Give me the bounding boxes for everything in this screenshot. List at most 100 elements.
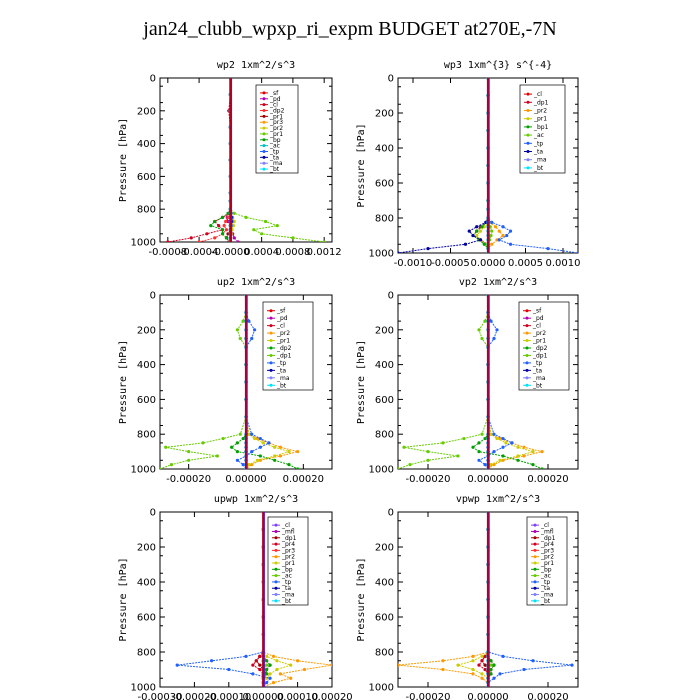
series-point [489,667,493,672]
series-point [210,659,214,663]
legend-marker [525,316,529,320]
panel-title: vpwp 1xm^2/s^3 [456,494,540,505]
x-tick-label: 0.00000 [467,474,508,485]
y-tick-label: 0 [388,508,394,519]
series-point [235,328,239,332]
series-point [213,236,217,240]
series-point [489,663,493,667]
legend-label: _tp [540,579,550,586]
legend-label: _ac [281,573,292,580]
series-point [164,445,168,449]
series-point [531,659,535,663]
x-tick-label: 0.00020 [283,474,324,485]
x-tick-label: 0.0005 [508,258,543,269]
series-point [201,441,205,445]
legend-marker [269,316,273,320]
x-tick-label: -0.0000 [211,247,250,258]
legend-marker [262,150,266,153]
y-tick-label: 800 [375,430,394,441]
legend-label: _dp2 [532,345,548,352]
legend-label: _pd [269,96,281,103]
series-point [489,432,493,436]
x-tick-label: -0.00020 [406,474,451,485]
series-point [501,225,505,229]
legend-label: _ma [269,160,283,167]
series-point [480,659,484,663]
series-point [498,458,502,462]
series-point [232,236,236,240]
y-tick-label: 1000 [131,238,156,249]
series-point [531,450,535,454]
x-tick-label: 0.00020 [311,692,352,700]
series-point [508,229,513,233]
series-point [258,445,262,449]
series-point [508,242,513,246]
legend-marker [526,92,530,96]
y-tick-label: 0 [150,74,156,85]
series-point [189,236,193,240]
series-point [235,441,239,445]
legend-label: _dp2 [269,108,285,115]
series-point [477,450,481,454]
legend-marker [525,376,529,380]
series-point [296,659,300,663]
series-point [576,251,578,253]
series-point [497,229,501,233]
series-point [271,654,276,658]
x-tick-label: 0.00000 [225,474,266,485]
series-point [483,319,487,323]
legend-label: _bp [540,566,552,573]
series-point [477,663,481,667]
panel-1: 02004006008001000-0.0008-0.0004-0.00000.… [118,60,342,258]
legend-label: _pr1 [276,338,290,345]
legend-label: _bt [269,166,280,173]
series-point [477,441,481,445]
series-point [241,436,245,441]
series-point [463,242,468,246]
plot-frame [159,511,333,688]
series-point [493,225,498,229]
legend-marker [274,555,278,559]
legend-label: _pr4 [281,541,295,548]
legend-marker [526,166,530,170]
legend-marker [274,599,278,603]
series-point [296,467,300,469]
legend-marker [525,339,529,343]
legend-marker [262,126,266,130]
legend-marker [533,555,537,559]
series-point [275,659,279,663]
legend-label: _tp [276,360,286,367]
series-point [251,663,255,667]
legend-marker [262,109,266,112]
legend-label: _ma [532,375,546,382]
legend-label: _bt [532,382,543,389]
series-point [426,458,430,462]
y-tick-label: 0 [150,508,156,519]
legend-label: _cl [276,323,285,330]
legend-marker [526,133,530,137]
x-tick-label: 0.00020 [527,474,568,485]
legend-marker [274,580,278,584]
series-point [490,220,494,224]
y-tick-label: 400 [137,139,156,150]
series-point [291,236,295,240]
series-point [226,215,230,219]
series-point [273,454,277,458]
series-point [492,432,496,436]
x-tick-label: 0.00020 [527,692,568,700]
x-tick-label: 0.00000 [467,692,508,700]
legend-label: _pr2 [269,125,283,132]
legend-marker [533,586,537,590]
legend-marker [274,542,278,546]
series-point [501,654,505,658]
y-tick-label: 400 [137,578,156,589]
legend-label: _pr3 [269,119,283,126]
legend-marker [262,91,266,95]
y-axis-label: Pressure [hPa] [118,557,129,641]
series-point [273,458,277,462]
series-point [456,663,460,667]
legend-label: _sf [269,90,279,97]
y-tick-label: 200 [137,543,156,554]
series-point [489,233,493,238]
